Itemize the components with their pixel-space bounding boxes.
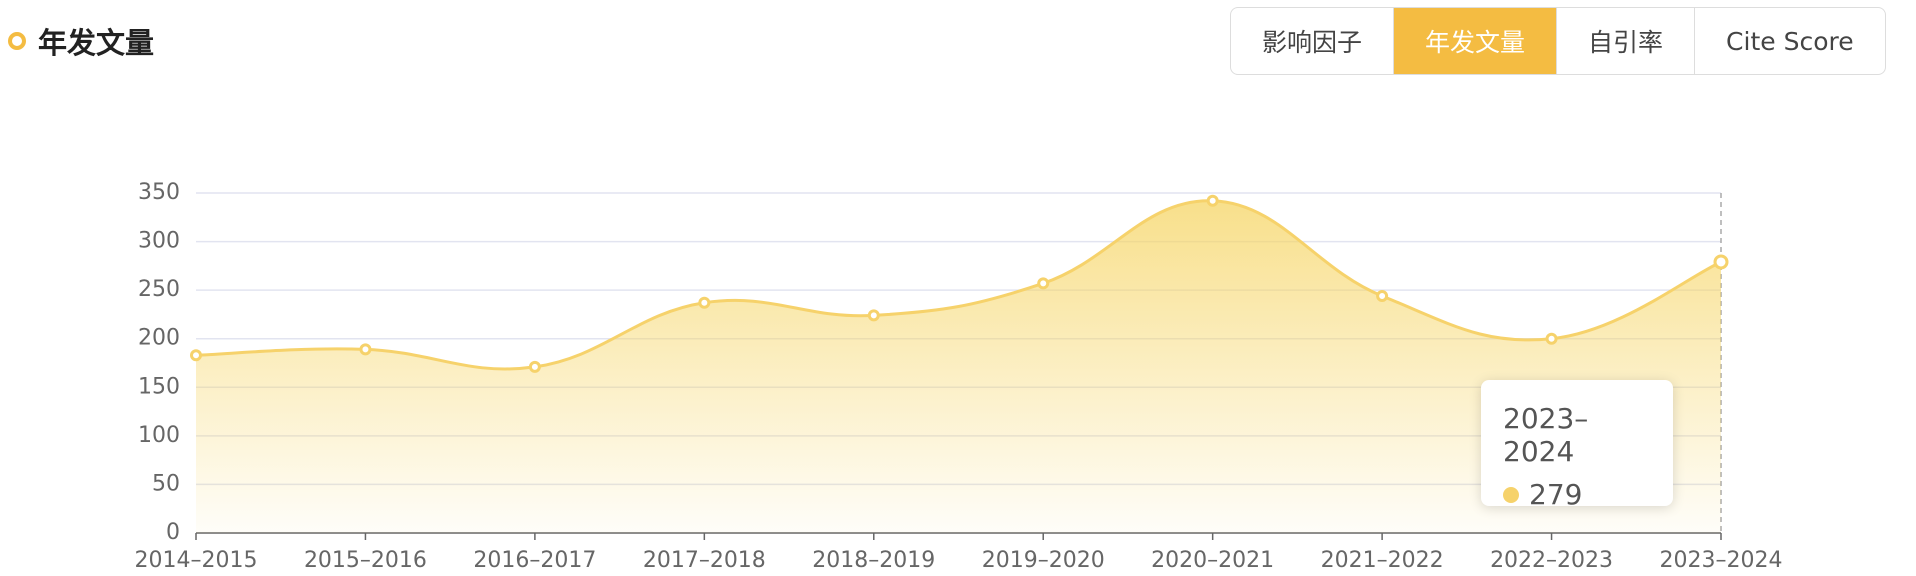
y-tick-label: 300 bbox=[138, 229, 180, 254]
y-tick-label: 0 bbox=[166, 520, 180, 545]
data-point bbox=[698, 296, 711, 309]
y-tick-label: 250 bbox=[138, 277, 180, 302]
data-point bbox=[1037, 277, 1050, 290]
section-title: 年发文量 bbox=[8, 20, 154, 62]
tab[interactable]: 自引率 bbox=[1556, 8, 1694, 74]
x-tick-label: 2021–2022 bbox=[1321, 548, 1444, 573]
x-tick-label: 2022–2023 bbox=[1490, 548, 1613, 573]
data-point bbox=[359, 343, 372, 356]
tooltip-marker bbox=[1503, 486, 1519, 503]
tab[interactable]: 年发文量 bbox=[1393, 8, 1557, 74]
data-point bbox=[190, 349, 202, 362]
y-tick-label: 100 bbox=[138, 423, 180, 448]
data-point bbox=[1713, 254, 1729, 270]
title-icon bbox=[8, 32, 26, 50]
y-tick-label: 50 bbox=[152, 471, 180, 496]
data-point bbox=[1376, 289, 1389, 302]
data-point bbox=[528, 360, 541, 373]
x-tick-label: 2020–2021 bbox=[1151, 548, 1274, 573]
tab-bar: 影响因子 年发文量 自引率 Cite Score bbox=[1230, 7, 1886, 75]
x-tick-label: 2018–2019 bbox=[812, 548, 935, 573]
tab[interactable]: Cite Score bbox=[1694, 8, 1885, 74]
y-tick-label: 350 bbox=[138, 180, 180, 205]
y-tick-label: 150 bbox=[138, 374, 180, 399]
tab[interactable]: 影响因子 bbox=[1262, 28, 1363, 57]
tooltip-category: 2023–2024 bbox=[1503, 402, 1589, 468]
data-point bbox=[1545, 332, 1558, 345]
x-tick-label: 2017–2018 bbox=[643, 548, 766, 573]
area bbox=[196, 200, 1721, 533]
x-tick-label: 2023–2024 bbox=[1660, 548, 1783, 573]
title-text: 年发文量 bbox=[38, 26, 155, 60]
data-point bbox=[1206, 194, 1219, 207]
tooltip: 2023–2024 279 bbox=[1481, 380, 1673, 511]
x-tick-label: 2019–2020 bbox=[982, 548, 1105, 573]
x-tick-label: 2016–2017 bbox=[473, 548, 596, 573]
tooltip-value: 279 bbox=[1529, 478, 1583, 511]
line bbox=[195, 199, 1722, 371]
data-point bbox=[867, 309, 880, 322]
y-tick-label: 200 bbox=[138, 326, 180, 351]
x-tick-label: 2015–2016 bbox=[304, 548, 427, 573]
x-tick-label: 2014–2015 bbox=[135, 548, 258, 573]
